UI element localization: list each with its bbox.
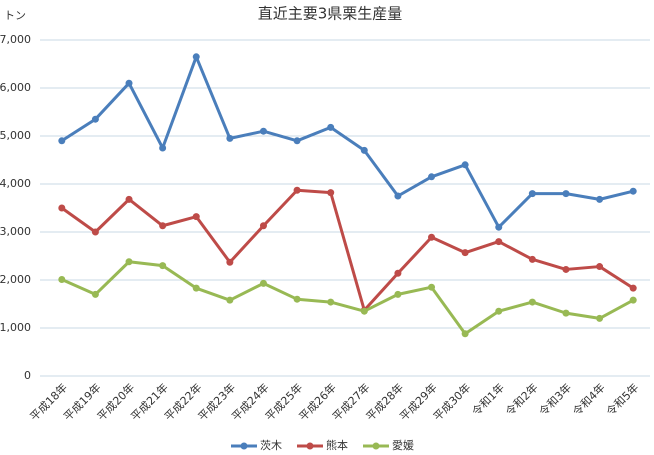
series-line bbox=[60, 188, 635, 312]
data-point bbox=[495, 238, 503, 246]
data-point bbox=[495, 223, 503, 231]
legend-label: 愛媛 bbox=[392, 438, 414, 452]
data-point bbox=[125, 195, 133, 203]
data-point bbox=[125, 258, 133, 266]
data-point bbox=[360, 307, 368, 315]
data-point bbox=[428, 283, 436, 291]
data-point bbox=[293, 186, 301, 194]
data-point bbox=[91, 290, 99, 298]
data-point bbox=[596, 314, 604, 322]
y-tick-label: 7,000 bbox=[0, 33, 31, 46]
data-point bbox=[495, 307, 503, 315]
data-point bbox=[259, 127, 267, 135]
data-point bbox=[192, 53, 200, 61]
series-line bbox=[61, 260, 634, 336]
data-point bbox=[394, 192, 402, 200]
legend-label: 茨木 bbox=[260, 438, 282, 452]
data-point bbox=[58, 204, 66, 212]
data-point bbox=[629, 296, 637, 304]
data-point bbox=[528, 298, 536, 306]
data-point bbox=[293, 295, 301, 303]
data-point bbox=[394, 269, 402, 277]
legend-marker bbox=[306, 442, 314, 450]
data-point bbox=[58, 137, 66, 145]
data-point bbox=[125, 79, 133, 87]
data-point bbox=[629, 187, 637, 195]
data-point bbox=[428, 173, 436, 181]
data-point bbox=[562, 190, 570, 198]
y-axis-label: トン bbox=[4, 9, 26, 22]
y-tick-label: 0 bbox=[24, 369, 31, 382]
series-line bbox=[60, 55, 634, 229]
data-point bbox=[394, 290, 402, 298]
data-point bbox=[226, 296, 234, 304]
data-point bbox=[461, 330, 469, 338]
data-point bbox=[226, 134, 234, 142]
data-point bbox=[91, 228, 99, 236]
data-point bbox=[91, 115, 99, 123]
y-tick-label: 1,000 bbox=[0, 321, 31, 334]
data-point bbox=[596, 263, 604, 271]
data-point bbox=[327, 189, 335, 197]
chart-title: 直近主要3県栗生産量 bbox=[258, 5, 403, 23]
data-point bbox=[327, 123, 335, 131]
data-point bbox=[192, 284, 200, 292]
y-tick-label: 6,000 bbox=[0, 81, 31, 94]
data-point bbox=[461, 249, 469, 257]
data-point bbox=[159, 222, 167, 230]
legend-marker bbox=[372, 442, 380, 450]
data-point bbox=[629, 284, 637, 292]
data-point bbox=[259, 279, 267, 287]
y-tick-label: 3,000 bbox=[0, 225, 31, 238]
y-tick-label: 2,000 bbox=[0, 273, 31, 286]
legend-label: 熊本 bbox=[326, 438, 348, 452]
data-point bbox=[192, 213, 200, 221]
data-point bbox=[596, 195, 604, 203]
data-point bbox=[327, 298, 335, 306]
data-point bbox=[360, 146, 368, 154]
data-point bbox=[159, 262, 167, 270]
data-point bbox=[461, 161, 469, 169]
data-point bbox=[528, 255, 536, 263]
data-point bbox=[58, 276, 66, 284]
y-tick-label: 5,000 bbox=[0, 129, 31, 142]
data-point bbox=[562, 265, 570, 273]
data-point bbox=[259, 222, 267, 230]
data-point bbox=[562, 309, 570, 317]
data-point bbox=[428, 233, 436, 241]
data-point bbox=[159, 144, 167, 152]
data-point bbox=[528, 190, 536, 198]
data-point bbox=[226, 258, 234, 266]
y-tick-label: 4,000 bbox=[0, 177, 31, 190]
data-point bbox=[293, 137, 301, 145]
legend-marker bbox=[240, 442, 248, 450]
